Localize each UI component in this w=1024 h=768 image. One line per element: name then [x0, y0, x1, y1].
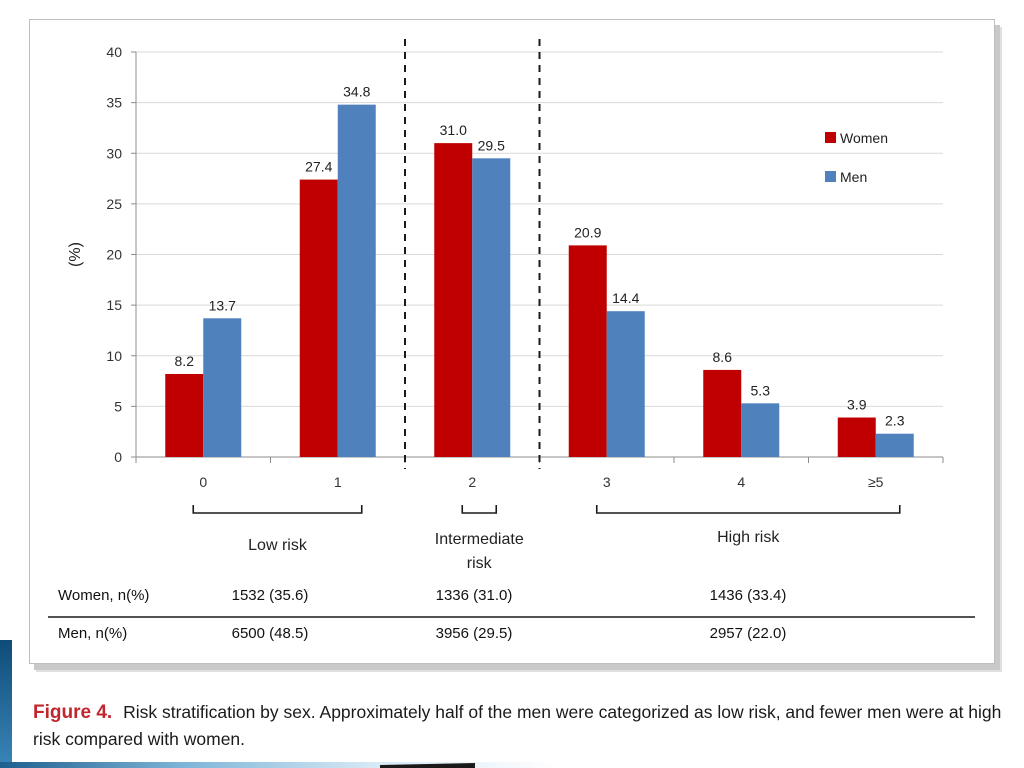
data-label-women: 8.6	[713, 349, 733, 365]
table-row-label: Men, n(%)	[58, 625, 127, 642]
decorative-bottom-wedge	[380, 763, 475, 768]
legend-swatch-men	[825, 171, 836, 182]
figure-label: Figure 4.	[33, 702, 113, 723]
x-tick-label: 1	[334, 474, 342, 490]
group-bracket	[595, 505, 901, 514]
decorative-left-bar	[0, 640, 12, 768]
data-label-women: 8.2	[175, 353, 195, 369]
table-cell: 2957 (22.0)	[710, 625, 787, 642]
bar-women-0	[165, 373, 204, 457]
data-label-women: 27.4	[305, 159, 332, 175]
table-cell: 3956 (29.5)	[436, 625, 513, 642]
legend-swatch-women	[825, 132, 836, 143]
bar-men-1	[337, 104, 376, 458]
y-tick-label: 5	[114, 398, 122, 414]
bar-women-5	[837, 417, 876, 457]
x-tick-label: ≥5	[868, 474, 884, 490]
bar-women-4	[703, 369, 742, 457]
bar-men-4	[741, 403, 780, 457]
group-label: Intermediate	[435, 531, 524, 548]
data-label-women: 20.9	[574, 224, 601, 240]
y-tick-label: 10	[106, 348, 122, 364]
bar-men-3	[606, 311, 645, 457]
y-tick-label: 15	[106, 297, 122, 313]
table-row-label: Women, n(%)	[58, 587, 149, 604]
y-tick-label: 35	[106, 95, 122, 111]
bar-men-2	[472, 158, 511, 457]
group-label: risk	[467, 555, 493, 572]
x-tick-label: 0	[199, 474, 207, 490]
group-bracket	[192, 505, 363, 514]
y-tick-label: 0	[114, 449, 122, 465]
y-tick-label: 20	[106, 247, 122, 263]
decorative-bottom-bar	[0, 762, 560, 768]
x-tick-label: 2	[468, 474, 476, 490]
data-label-men: 14.4	[612, 290, 639, 306]
data-label-women: 31.0	[440, 122, 467, 138]
caption-text: Risk stratification by sex. Approximatel…	[33, 702, 1002, 749]
data-label-men: 5.3	[751, 382, 771, 398]
y-axis-label: (%)	[67, 242, 84, 267]
y-tick-label: 30	[106, 145, 122, 161]
legend-label-men: Men	[840, 169, 867, 185]
group-label: Low risk	[248, 537, 308, 554]
data-label-men: 34.8	[343, 84, 370, 100]
data-label-men: 2.3	[885, 413, 905, 429]
bar-chart: 0 5 10 15 20 25 30 35 40 (%) 8.2 13.7 0 27.4 34.8 1 31.0…	[48, 39, 975, 642]
x-tick-label: 4	[737, 474, 745, 490]
y-tick-label: 40	[106, 44, 122, 60]
bar-women-2	[434, 143, 473, 457]
bar-women-1	[299, 179, 338, 457]
figure-panel: 0 5 10 15 20 25 30 35 40 (%) 8.2 13.7 0 27.4 34.8 1 31.0…	[29, 19, 995, 664]
legend-label-women: Women	[840, 130, 888, 146]
group-label: High risk	[717, 529, 780, 546]
table-cell: 1336 (31.0)	[436, 587, 513, 604]
data-label-men: 29.5	[478, 137, 505, 153]
y-tick-label: 25	[106, 196, 122, 212]
figure-caption: Figure 4. Risk stratification by sex. Ap…	[33, 699, 1008, 752]
bar-men-5	[875, 433, 914, 457]
table-cell: 1436 (33.4)	[710, 587, 787, 604]
bar-women-3	[568, 245, 607, 457]
data-label-women: 3.9	[847, 397, 867, 413]
table-cell: 6500 (48.5)	[232, 625, 309, 642]
table-cell: 1532 (35.6)	[232, 587, 309, 604]
data-label-men: 13.7	[209, 297, 236, 313]
bar-men-0	[203, 318, 242, 457]
group-bracket	[461, 505, 498, 514]
x-tick-label: 3	[603, 474, 611, 490]
